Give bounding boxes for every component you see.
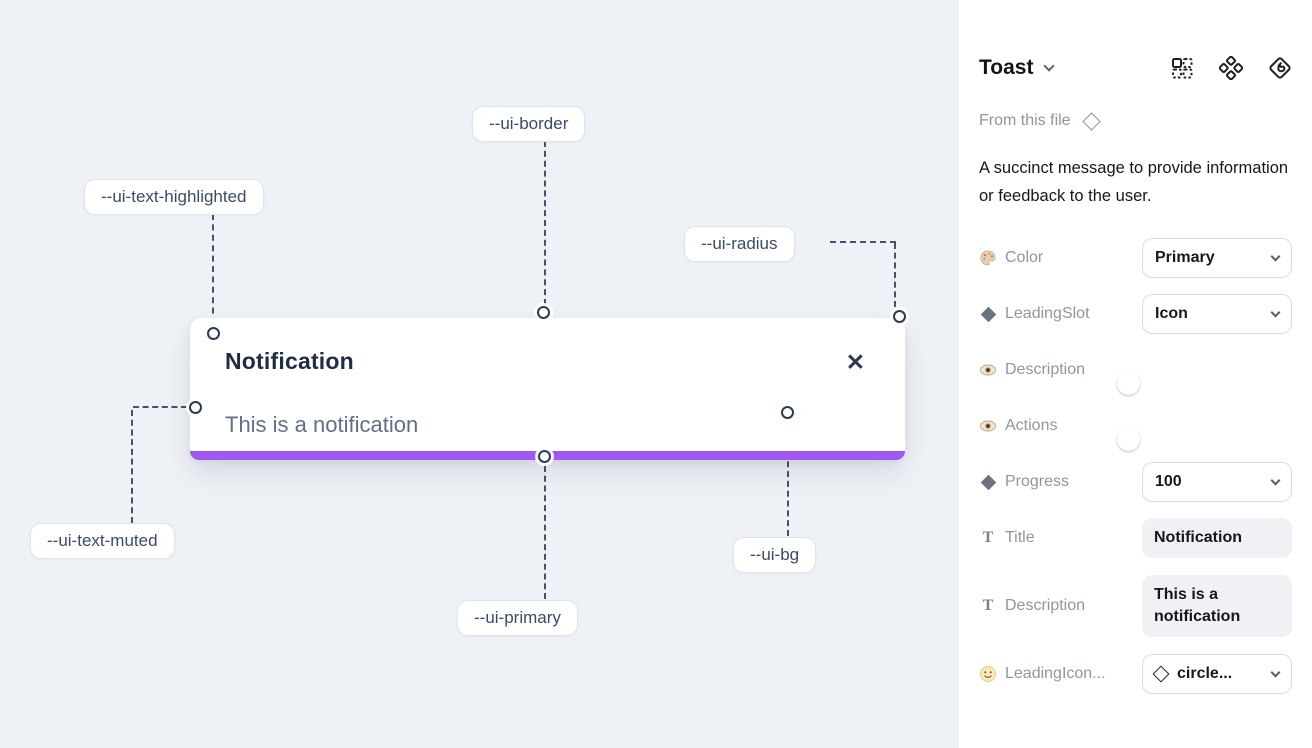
prop-label-description-field: Description bbox=[1005, 597, 1086, 614]
connector-dot-ui-border bbox=[537, 306, 550, 319]
toast-description: This is a notification bbox=[225, 412, 419, 437]
progress-select[interactable]: 100 bbox=[1142, 462, 1292, 502]
prop-label-progress: Progress bbox=[1005, 473, 1070, 490]
css-var-label-ui-primary[interactable]: --ui-primary bbox=[457, 600, 578, 636]
chevron-down-icon[interactable] bbox=[1043, 60, 1056, 72]
chevron-down-icon bbox=[1270, 475, 1281, 486]
component-diamonds-icon[interactable] bbox=[1219, 56, 1243, 80]
connector-line-ui-border bbox=[544, 141, 546, 305]
chevron-down-icon bbox=[1270, 667, 1281, 678]
progress-select-value: 100 bbox=[1155, 473, 1182, 490]
icon-diamond-glyph bbox=[1152, 665, 1170, 683]
description-field[interactable]: This is a notification bbox=[1142, 575, 1292, 637]
prop-label-description: Description bbox=[1005, 361, 1086, 378]
color-select-value: Primary bbox=[1155, 249, 1215, 266]
connector-line-ui-radius-v bbox=[894, 243, 896, 307]
file-diamond-icon bbox=[1081, 111, 1101, 131]
title-field[interactable]: Notification bbox=[1142, 518, 1292, 558]
text-icon: T bbox=[982, 597, 994, 614]
connector-line-ui-text-muted-h bbox=[133, 406, 187, 408]
connector-dot-ui-bg bbox=[781, 406, 794, 419]
swap-variant-icon[interactable] bbox=[1268, 56, 1292, 80]
palette-icon bbox=[979, 249, 997, 267]
prop-row-leadingslot: LeadingSlot Icon bbox=[979, 294, 1292, 334]
component-title: Toast bbox=[979, 56, 1034, 79]
properties-panel: Toast From this file A bbox=[958, 0, 1312, 748]
prop-row-actions-toggle: Actions bbox=[979, 406, 1292, 451]
prop-label-title: Title bbox=[1005, 529, 1035, 546]
connector-line-ui-bg bbox=[787, 422, 789, 536]
prop-label-actions: Actions bbox=[1005, 417, 1058, 434]
leadingicon-select-value: circle... bbox=[1177, 665, 1233, 682]
diamond-icon bbox=[979, 473, 997, 491]
eye-icon bbox=[979, 361, 997, 379]
connector-dot-ui-primary bbox=[538, 450, 551, 463]
source-row: From this file bbox=[979, 111, 1292, 131]
chevron-down-icon bbox=[1270, 307, 1281, 318]
prop-label-color: Color bbox=[1005, 249, 1044, 266]
component-preview-canvas: Notification This is a notification ✕ --… bbox=[0, 0, 958, 748]
connector-line-ui-radius-h bbox=[830, 241, 896, 243]
connector-dot-ui-text-highlighted bbox=[207, 327, 220, 340]
toast-component: Notification This is a notification ✕ bbox=[190, 318, 905, 460]
connector-line-ui-text-muted-v bbox=[131, 410, 133, 523]
css-var-label-ui-radius[interactable]: --ui-radius bbox=[684, 226, 795, 262]
connector-line-ui-text-highlighted bbox=[212, 214, 214, 324]
component-description: A succinct message to provide informatio… bbox=[979, 159, 1289, 205]
source-label: From this file bbox=[979, 112, 1071, 129]
prop-row-description-toggle: Description bbox=[979, 350, 1292, 395]
css-var-label-ui-text-muted[interactable]: --ui-text-muted bbox=[30, 523, 175, 559]
prop-row-description-field: T Description This is a notification bbox=[979, 574, 1292, 638]
eye-icon bbox=[979, 417, 997, 435]
connector-dot-ui-text-muted bbox=[189, 401, 202, 414]
leadingslot-select[interactable]: Icon bbox=[1142, 294, 1292, 334]
close-icon[interactable]: ✕ bbox=[845, 349, 865, 375]
prop-label-leadingicon: LeadingIcon... bbox=[1005, 665, 1106, 682]
prop-row-leadingicon: LeadingIcon... circle... bbox=[979, 654, 1292, 694]
prop-label-leadingslot: LeadingSlot bbox=[1005, 305, 1090, 322]
prop-row-color: Color Primary bbox=[979, 238, 1292, 278]
connector-dot-ui-radius bbox=[893, 310, 906, 323]
color-select[interactable]: Primary bbox=[1142, 238, 1292, 278]
prop-row-progress: Progress 100 bbox=[979, 462, 1292, 502]
text-icon: T bbox=[982, 529, 994, 546]
panel-header: Toast bbox=[979, 56, 1292, 80]
instance-grid-icon[interactable] bbox=[1170, 56, 1194, 80]
smiley-icon bbox=[979, 665, 997, 683]
toast-title: Notification bbox=[225, 348, 354, 374]
diamond-icon bbox=[979, 305, 997, 323]
leadingslot-select-value: Icon bbox=[1155, 305, 1188, 322]
css-var-label-ui-text-highlighted[interactable]: --ui-text-highlighted bbox=[84, 179, 264, 215]
properties-list: Color Primary LeadingSlot Icon bbox=[979, 238, 1292, 694]
prop-row-title: T Title Notification bbox=[979, 518, 1292, 558]
css-var-label-ui-bg[interactable]: --ui-bg bbox=[733, 537, 817, 573]
chevron-down-icon bbox=[1270, 251, 1281, 262]
leadingicon-select[interactable]: circle... bbox=[1142, 654, 1292, 694]
connector-line-ui-primary bbox=[544, 466, 546, 599]
css-var-label-ui-border[interactable]: --ui-border bbox=[472, 106, 586, 142]
